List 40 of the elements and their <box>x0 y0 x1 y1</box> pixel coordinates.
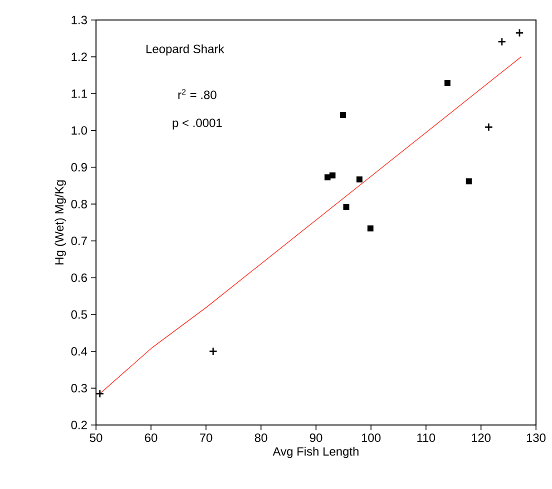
point <box>515 28 524 38</box>
y-tick-label: 1.3 <box>72 16 87 24</box>
point <box>340 112 346 118</box>
point <box>498 37 506 46</box>
point <box>329 172 336 178</box>
x-tick-label: 110 <box>417 434 436 442</box>
y-tick-label: 0.2 <box>71 420 87 430</box>
y-axis-title: Hg (Wet) Mg/Kg <box>54 180 66 264</box>
y-tick-label: 1.0 <box>72 126 88 135</box>
y-tick-label: 1.1 <box>72 90 87 98</box>
point <box>343 204 350 210</box>
y-tick-label: 0.7 <box>71 236 87 246</box>
annotation: Leopard Shark <box>146 44 224 56</box>
point <box>208 347 218 356</box>
point <box>484 122 493 132</box>
x-tick-label: 60 <box>144 434 158 442</box>
point <box>367 225 374 232</box>
y-tick-label: 0.5 <box>71 310 87 319</box>
x-tick-label: 120 <box>472 434 491 442</box>
point <box>466 178 472 184</box>
annotation: r$^{2}$ = .80 <box>178 89 216 100</box>
x-tick-label: 50 <box>90 434 102 442</box>
y-tick-label: 0.6 <box>71 273 87 282</box>
x-tick-label: 80 <box>254 434 268 442</box>
x-tick-label: 130 <box>526 434 546 442</box>
point <box>356 176 362 182</box>
x-tick-label: 70 <box>200 434 212 442</box>
annotation: p < .0001 <box>172 118 222 130</box>
y-tick-label: 0.3 <box>71 384 87 392</box>
line-series <box>100 56 522 394</box>
y-tick-label: 0.8 <box>71 200 87 208</box>
x-axis-title: Avg Fish Length <box>272 446 358 458</box>
y-tick-label: 0.9 <box>71 163 87 172</box>
point <box>96 389 104 398</box>
x-tick-label: 100 <box>362 434 381 442</box>
point <box>444 80 450 86</box>
y-tick-label: 0.4 <box>71 347 88 356</box>
point <box>324 174 331 180</box>
y-tick-label: 1.2 <box>72 52 87 61</box>
x-tick-label: 90 <box>310 434 322 442</box>
